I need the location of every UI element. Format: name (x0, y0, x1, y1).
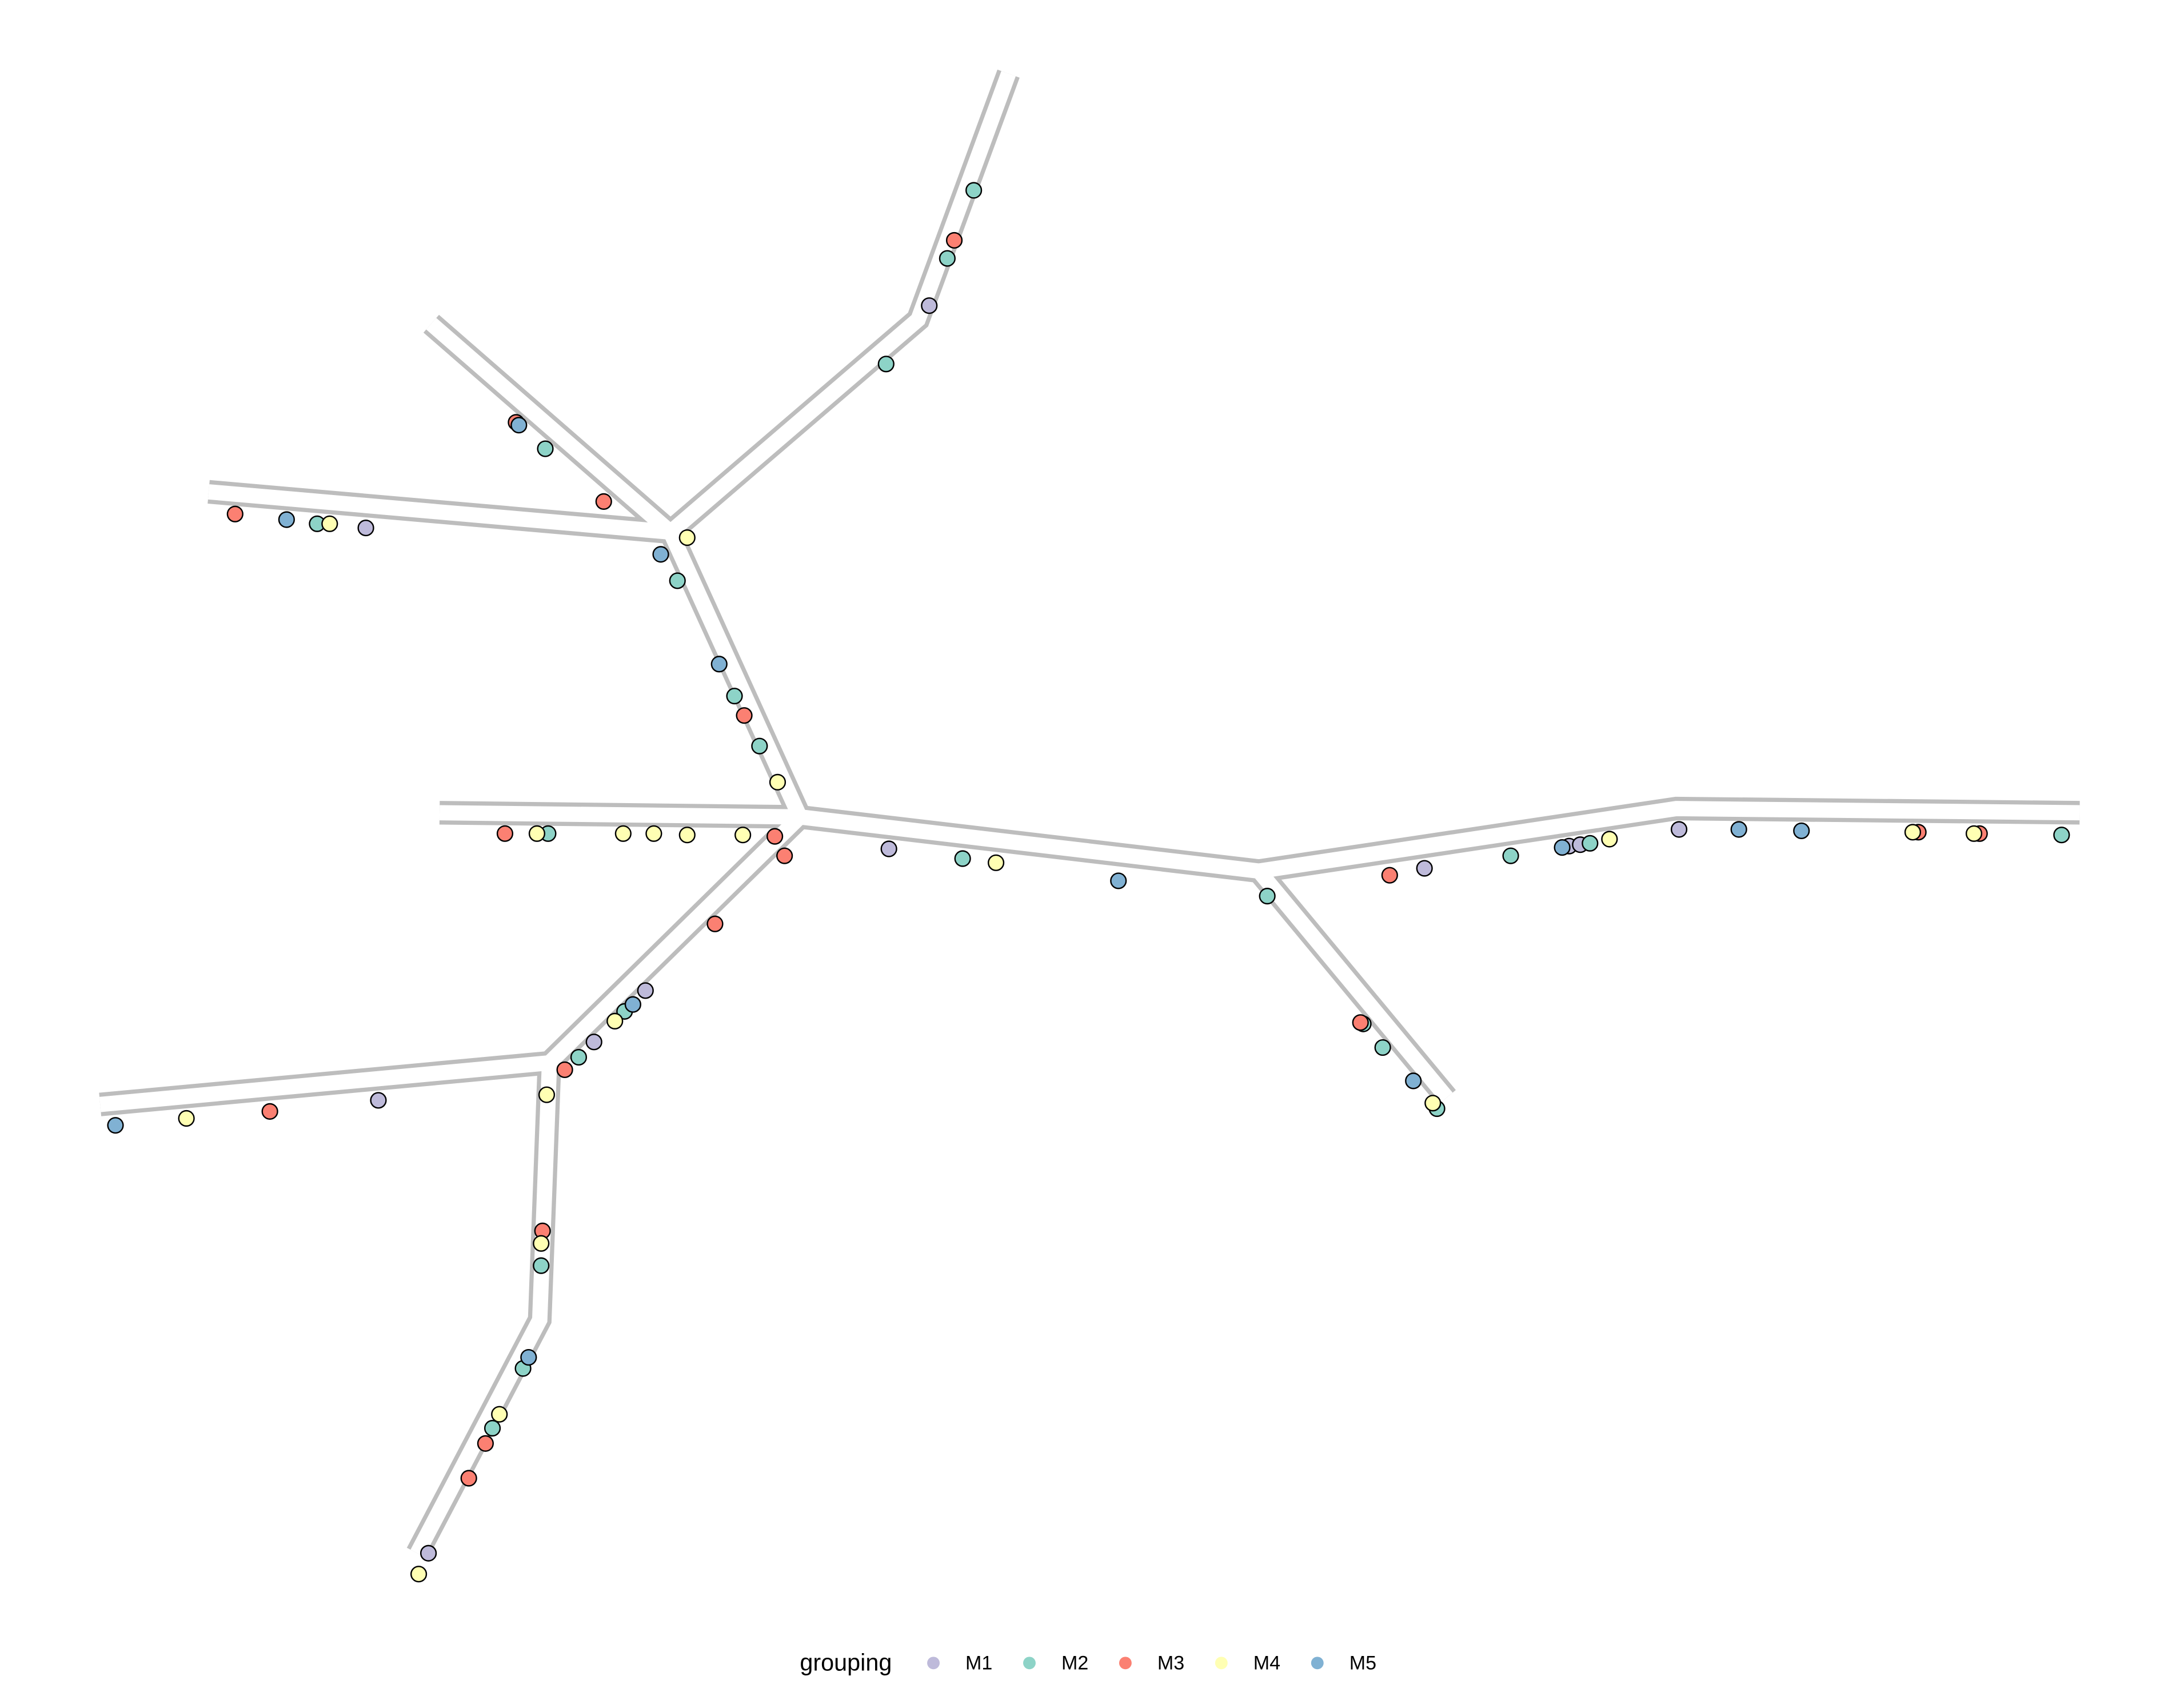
point (1416, 860, 1433, 877)
point (1793, 822, 1810, 839)
point (528, 825, 546, 842)
point (987, 854, 1005, 871)
point (1259, 888, 1276, 905)
legend-swatch (1119, 1657, 1132, 1670)
point (1424, 1095, 1442, 1112)
point (766, 828, 784, 845)
point (637, 982, 654, 999)
point (945, 232, 963, 249)
point (460, 1470, 477, 1487)
point (706, 915, 724, 932)
point (877, 356, 895, 373)
point (420, 1545, 437, 1562)
point (410, 1566, 428, 1583)
point (751, 737, 768, 755)
point (520, 1348, 537, 1366)
point (1730, 821, 1747, 838)
point (921, 297, 938, 314)
point (965, 182, 983, 199)
point (1352, 1014, 1369, 1031)
point (669, 572, 686, 589)
point (370, 1092, 387, 1109)
point (1904, 824, 1922, 841)
point (226, 505, 243, 522)
point (1405, 1072, 1422, 1090)
legend-label: M5 (1349, 1653, 1376, 1674)
point (880, 840, 897, 857)
legend-swatch (1023, 1657, 1036, 1670)
point (769, 773, 786, 791)
point (1381, 867, 1398, 884)
point (538, 1086, 556, 1103)
point (1965, 825, 1983, 842)
point (710, 656, 728, 673)
point (533, 1257, 550, 1274)
point (107, 1117, 124, 1134)
point (1554, 839, 1571, 856)
point (1110, 872, 1127, 889)
point (736, 707, 753, 724)
legend-label: M4 (1253, 1653, 1280, 1674)
point (954, 850, 971, 867)
point (614, 825, 632, 842)
point (2053, 827, 2070, 844)
point (1502, 847, 1519, 864)
legend-swatch (1311, 1657, 1324, 1670)
point (734, 827, 752, 844)
point (261, 1103, 278, 1120)
point (484, 1419, 501, 1437)
point (556, 1061, 573, 1079)
point (1374, 1039, 1391, 1056)
point (776, 847, 793, 864)
point (606, 1012, 624, 1029)
point (496, 825, 514, 842)
point (939, 250, 956, 267)
point (1670, 821, 1688, 838)
legend-swatch (1215, 1657, 1228, 1670)
point (595, 493, 612, 510)
trajectory-tree (99, 69, 2080, 1559)
point (678, 827, 696, 844)
point (357, 519, 374, 537)
point (726, 688, 743, 705)
point (645, 825, 662, 842)
point (537, 440, 554, 457)
point (1601, 831, 1618, 848)
point (491, 1406, 508, 1423)
legend-label: M1 (965, 1653, 992, 1674)
legend-label: M2 (1061, 1653, 1088, 1674)
point (652, 546, 669, 563)
point (278, 511, 295, 528)
legend-swatch (927, 1657, 940, 1670)
point (510, 417, 528, 434)
point (321, 515, 338, 532)
point (585, 1033, 602, 1051)
legend-title: grouping (800, 1650, 892, 1676)
point (178, 1110, 195, 1127)
point (678, 529, 696, 546)
point (533, 1235, 550, 1252)
legend-label: M3 (1157, 1653, 1184, 1674)
point (570, 1048, 588, 1066)
point (477, 1435, 494, 1452)
point (624, 996, 641, 1013)
point (1582, 835, 1599, 852)
